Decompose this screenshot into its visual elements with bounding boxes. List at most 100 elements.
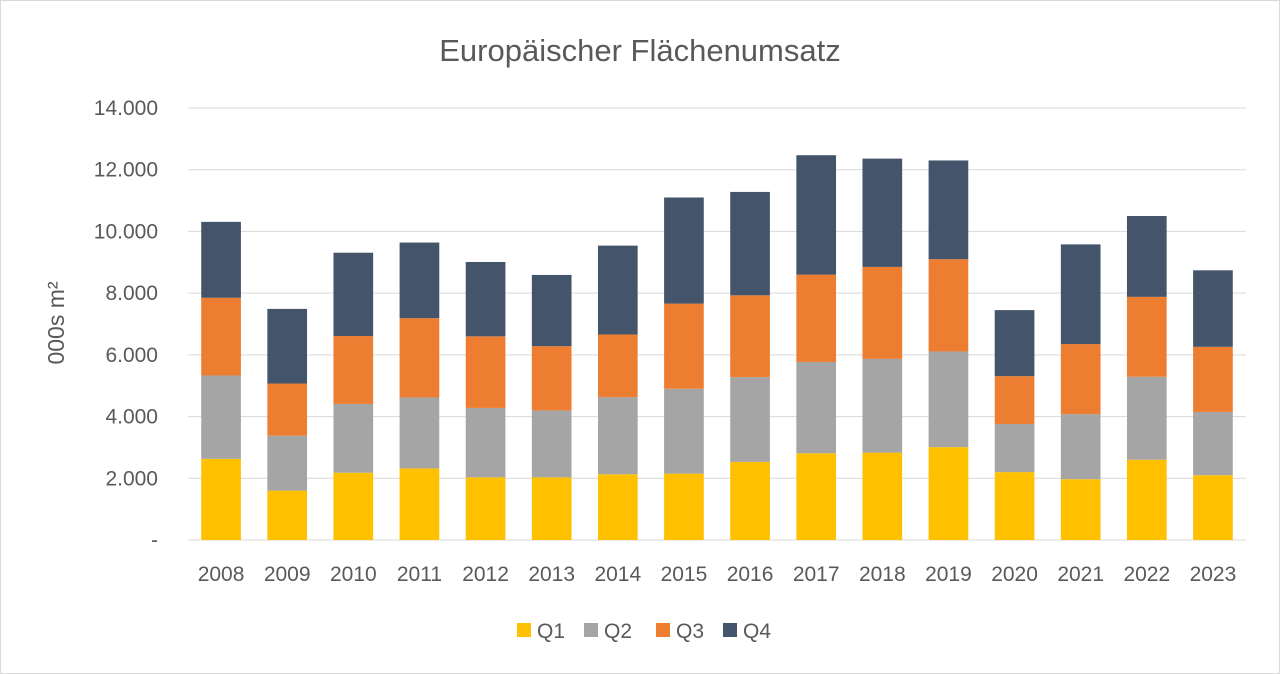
- bar-q4-2019: [928, 160, 969, 260]
- legend-label-q1: Q1: [537, 620, 565, 643]
- bar-q2-2017: [796, 361, 837, 454]
- bar-q1-2016: [730, 461, 770, 540]
- bar-q1-2013: [531, 477, 572, 540]
- bar-q1-2014: [597, 474, 638, 540]
- x-tick-label: 2020: [991, 563, 1038, 586]
- y-tick-label: 10.000: [94, 220, 158, 243]
- x-tick-label: 2009: [264, 563, 311, 586]
- bar-q1-2011: [399, 468, 440, 540]
- x-tick-label: 2015: [661, 563, 708, 586]
- legend-swatch-q2: [584, 623, 598, 637]
- x-tick-label: 2013: [528, 563, 575, 586]
- bar-q4-2009: [267, 308, 308, 384]
- bar-q2-2013: [531, 410, 572, 478]
- x-tick-label: 2016: [727, 563, 774, 586]
- y-tick-label: 2.000: [105, 467, 158, 490]
- bar-q1-2008: [201, 458, 241, 540]
- bar-q2-2021: [1060, 414, 1101, 480]
- y-tick-label: 12.000: [94, 159, 158, 182]
- bar-q4-2016: [730, 191, 770, 296]
- bar-q1-2021: [1060, 479, 1101, 540]
- bar-q3-2017: [796, 274, 837, 362]
- x-tick-label: 2018: [859, 563, 906, 586]
- x-tick-label: 2023: [1190, 563, 1237, 586]
- y-tick-label: 8.000: [105, 282, 158, 305]
- x-axis-ticks: 2008 2009 2010 2011 2012 2013 2014 2015 2016 2017…: [198, 563, 1237, 586]
- x-tick-label: 2011: [397, 563, 442, 586]
- legend-label-q2: Q2: [604, 620, 632, 643]
- bar-q4-2023: [1193, 270, 1233, 347]
- bar-q2-2020: [994, 423, 1035, 473]
- bar-q4-2014: [597, 245, 638, 335]
- bar-q3-2019: [928, 259, 969, 352]
- bar-q4-2015: [664, 197, 704, 304]
- y-tick-label: 4.000: [105, 406, 158, 429]
- bar-q1-2010: [333, 472, 374, 540]
- bar-q3-2016: [730, 295, 770, 378]
- bar-q4-2010: [333, 252, 374, 337]
- legend-swatch-q4: [723, 623, 737, 637]
- legend: Q1 Q2 Q3 Q4: [517, 620, 771, 643]
- x-tick-label: 2019: [925, 563, 972, 586]
- y-tick-label: 6.000: [105, 344, 158, 367]
- bar-q3-2009: [267, 383, 308, 436]
- legend-swatch-q1: [517, 623, 531, 637]
- bar-q3-2023: [1193, 346, 1233, 412]
- bar-q2-2018: [862, 358, 903, 453]
- bar-q3-2013: [531, 346, 572, 411]
- bar-q4-2012: [465, 261, 506, 337]
- x-tick-label: 2022: [1123, 563, 1170, 586]
- bar-q1-2009: [267, 490, 308, 540]
- bar-q2-2023: [1193, 411, 1233, 476]
- bar-q3-2018: [862, 266, 903, 359]
- bar-q3-2021: [1060, 344, 1101, 415]
- legend-label-q3: Q3: [676, 620, 704, 643]
- bar-q2-2012: [465, 407, 506, 478]
- bar-q1-2012: [465, 477, 506, 540]
- bar-q1-2019: [928, 447, 969, 540]
- bar-q1-2015: [664, 473, 704, 540]
- y-axis-title: 000s m²: [43, 281, 69, 364]
- bar-q3-2011: [399, 318, 440, 398]
- bar-q4-2011: [399, 242, 440, 319]
- bar-q3-2015: [664, 303, 704, 389]
- bar-q2-2010: [333, 403, 374, 473]
- bar-q4-2018: [862, 158, 903, 267]
- y-tick-label: 14.000: [94, 97, 158, 120]
- x-tick-label: 2021: [1057, 563, 1104, 586]
- bar-q2-2011: [399, 397, 440, 469]
- bar-q4-2022: [1126, 216, 1167, 297]
- bar-q1-2017: [796, 453, 837, 540]
- bar-q3-2022: [1126, 296, 1167, 377]
- bar-q2-2014: [597, 397, 638, 475]
- bar-q4-2021: [1060, 244, 1101, 345]
- bars: [201, 155, 1233, 540]
- bar-q1-2023: [1193, 475, 1233, 540]
- x-tick-label: 2010: [330, 563, 377, 586]
- x-tick-label: 2017: [793, 563, 840, 586]
- legend-swatch-q3: [656, 623, 670, 637]
- legend-label-q4: Q4: [743, 620, 771, 643]
- bar-q1-2018: [862, 452, 903, 540]
- y-tick-label: -: [151, 529, 158, 552]
- bar-q3-2020: [994, 376, 1035, 424]
- bar-q2-2016: [730, 377, 770, 462]
- bar-q2-2009: [267, 435, 308, 491]
- y-axis-ticks: - 2.000 4.000 6.000 8.000 10.000 12.000 14.000: [94, 97, 158, 552]
- bar-q1-2020: [994, 472, 1035, 540]
- bar-q3-2010: [333, 336, 374, 404]
- bar-q2-2015: [664, 388, 704, 474]
- bar-q2-2008: [201, 375, 241, 459]
- bar-q4-2008: [201, 221, 241, 298]
- chart-title: Europäischer Flächenumsatz: [439, 33, 840, 68]
- x-tick-label: 2012: [462, 563, 509, 586]
- bar-q2-2019: [928, 351, 969, 448]
- bar-q3-2008: [201, 297, 241, 376]
- bar-q2-2022: [1126, 376, 1167, 460]
- bar-q3-2012: [465, 336, 506, 408]
- x-tick-label: 2008: [198, 563, 245, 586]
- bar-q4-2013: [531, 274, 572, 347]
- x-tick-label: 2014: [594, 563, 641, 586]
- bar-q4-2017: [796, 155, 837, 275]
